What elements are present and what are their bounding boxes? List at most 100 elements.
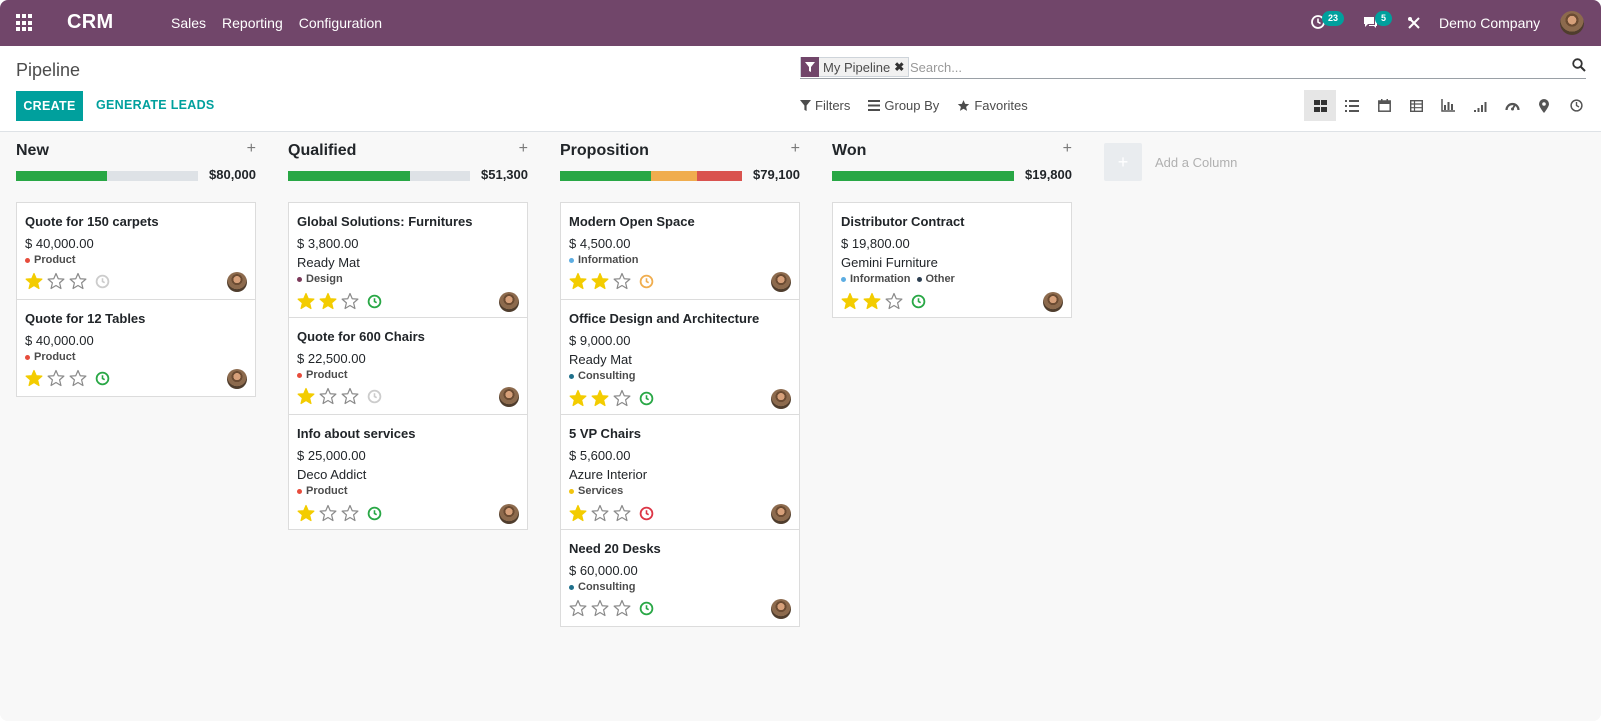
salesperson-avatar[interactable] bbox=[771, 504, 791, 524]
groupby-toggle[interactable]: Group By bbox=[868, 98, 939, 113]
star-filled-icon[interactable] bbox=[863, 292, 885, 310]
star-empty-icon[interactable] bbox=[47, 369, 69, 387]
map-view-icon[interactable] bbox=[1528, 90, 1560, 121]
activity-clock-icon[interactable] bbox=[93, 272, 111, 290]
star-filled-icon[interactable] bbox=[25, 369, 47, 387]
star-empty-icon[interactable] bbox=[885, 292, 907, 310]
star-filled-icon[interactable] bbox=[569, 272, 591, 290]
salesperson-avatar[interactable] bbox=[499, 504, 519, 524]
star-empty-icon[interactable] bbox=[341, 504, 363, 522]
star-filled-icon[interactable] bbox=[297, 504, 319, 522]
graph-view-icon[interactable] bbox=[1432, 90, 1464, 121]
lead-card[interactable]: 5 VP Chairs $ 5,600.00 Azure Interior Servi… bbox=[560, 414, 800, 530]
lead-card[interactable]: Distributor Contract $ 19,800.00 Gemini Fu… bbox=[832, 202, 1072, 318]
lead-card[interactable]: Info about services $ 25,000.00 Deco Addic… bbox=[288, 414, 528, 530]
star-empty-icon[interactable] bbox=[47, 272, 69, 290]
add-column-label[interactable]: Add a Column bbox=[1155, 154, 1238, 170]
activity-clock-icon[interactable] bbox=[365, 504, 383, 522]
search-input[interactable] bbox=[910, 57, 1550, 77]
star-filled-icon[interactable] bbox=[297, 292, 319, 310]
star-filled-icon[interactable] bbox=[591, 389, 613, 407]
dashboard-view-icon[interactable] bbox=[1496, 90, 1528, 121]
lead-card[interactable]: Global Solutions: Furnitures $ 3,800.00 Re… bbox=[288, 202, 528, 318]
salesperson-avatar[interactable] bbox=[227, 272, 247, 292]
column-progressbar[interactable] bbox=[288, 171, 470, 181]
favorites-toggle[interactable]: Favorites bbox=[957, 98, 1028, 113]
progress-segment[interactable] bbox=[560, 171, 651, 181]
activity-clock-icon[interactable] bbox=[637, 504, 655, 522]
activity-clock-icon[interactable] bbox=[637, 272, 655, 290]
activity-clock-icon[interactable] bbox=[93, 369, 111, 387]
star-filled-icon[interactable] bbox=[297, 387, 319, 405]
filters-toggle[interactable]: Filters bbox=[800, 98, 850, 113]
create-button[interactable]: CREATE bbox=[16, 91, 83, 121]
lead-card[interactable]: Need 20 Desks $ 60,000.00 Consulting bbox=[560, 529, 800, 627]
column-progressbar[interactable] bbox=[560, 171, 742, 181]
star-filled-icon[interactable] bbox=[841, 292, 863, 310]
cohort-view-icon[interactable] bbox=[1464, 90, 1496, 121]
lead-card[interactable]: Quote for 12 Tables $ 40,000.00 Product bbox=[16, 299, 256, 397]
pivot-view-icon[interactable] bbox=[1400, 90, 1432, 121]
user-avatar[interactable] bbox=[1560, 11, 1584, 35]
column-quick-create-icon[interactable]: + bbox=[790, 140, 800, 157]
column-progressbar[interactable] bbox=[832, 171, 1014, 181]
kanban-view-icon[interactable] bbox=[1304, 90, 1336, 121]
activity-menu[interactable]: 23 bbox=[1310, 11, 1345, 33]
add-column-plus-icon[interactable]: + bbox=[1104, 143, 1142, 181]
star-empty-icon[interactable] bbox=[319, 387, 341, 405]
activity-clock-icon[interactable] bbox=[637, 599, 655, 617]
star-empty-icon[interactable] bbox=[69, 369, 91, 387]
column-quick-create-icon[interactable]: + bbox=[518, 140, 528, 157]
facet-remove-icon[interactable]: ✖ bbox=[894, 60, 905, 74]
star-filled-icon[interactable] bbox=[591, 272, 613, 290]
column-title[interactable]: New bbox=[16, 142, 49, 159]
column-title[interactable]: Qualified bbox=[288, 142, 357, 159]
debug-tools-icon[interactable] bbox=[1407, 16, 1421, 33]
progress-segment[interactable] bbox=[832, 171, 1014, 181]
lead-card[interactable]: Quote for 150 carpets $ 40,000.00 Product bbox=[16, 202, 256, 300]
calendar-view-icon[interactable] bbox=[1368, 90, 1400, 121]
app-grid-icon[interactable] bbox=[16, 14, 34, 32]
salesperson-avatar[interactable] bbox=[771, 389, 791, 409]
star-filled-icon[interactable] bbox=[569, 504, 591, 522]
activity-view-icon[interactable] bbox=[1560, 90, 1592, 121]
company-switcher[interactable]: Demo Company bbox=[1439, 15, 1541, 31]
generate-leads-button[interactable]: GENERATE LEADS bbox=[96, 98, 215, 112]
progress-segment[interactable] bbox=[651, 171, 697, 181]
list-view-icon[interactable] bbox=[1336, 90, 1368, 121]
star-empty-icon[interactable] bbox=[613, 504, 635, 522]
star-empty-icon[interactable] bbox=[319, 504, 341, 522]
star-empty-icon[interactable] bbox=[569, 599, 591, 617]
add-column[interactable]: + Add a Column bbox=[1104, 143, 1237, 181]
menu-item-configuration[interactable]: Configuration bbox=[298, 15, 383, 31]
column-title[interactable]: Proposition bbox=[560, 142, 649, 159]
star-filled-icon[interactable] bbox=[25, 272, 47, 290]
menu-item-sales[interactable]: Sales bbox=[171, 15, 207, 31]
salesperson-avatar[interactable] bbox=[1043, 292, 1063, 312]
salesperson-avatar[interactable] bbox=[771, 272, 791, 292]
activity-clock-icon[interactable] bbox=[365, 387, 383, 405]
lead-card[interactable]: Quote for 600 Chairs $ 22,500.00 Product bbox=[288, 317, 528, 415]
lead-card[interactable]: Modern Open Space $ 4,500.00 Information bbox=[560, 202, 800, 300]
activity-clock-icon[interactable] bbox=[637, 389, 655, 407]
column-title[interactable]: Won bbox=[832, 142, 867, 159]
activity-clock-icon[interactable] bbox=[365, 292, 383, 310]
progress-segment[interactable] bbox=[696, 171, 742, 181]
star-empty-icon[interactable] bbox=[613, 599, 635, 617]
star-empty-icon[interactable] bbox=[591, 504, 613, 522]
star-empty-icon[interactable] bbox=[69, 272, 91, 290]
salesperson-avatar[interactable] bbox=[771, 599, 791, 619]
salesperson-avatar[interactable] bbox=[499, 292, 519, 312]
star-empty-icon[interactable] bbox=[613, 389, 635, 407]
menu-item-reporting[interactable]: Reporting bbox=[222, 15, 283, 31]
messaging-menu[interactable]: 5 bbox=[1362, 11, 1393, 33]
star-empty-icon[interactable] bbox=[591, 599, 613, 617]
salesperson-avatar[interactable] bbox=[499, 387, 519, 407]
activity-clock-icon[interactable] bbox=[909, 292, 927, 310]
column-quick-create-icon[interactable]: + bbox=[246, 140, 256, 157]
star-filled-icon[interactable] bbox=[569, 389, 591, 407]
star-empty-icon[interactable] bbox=[341, 387, 363, 405]
lead-card[interactable]: Office Design and Architecture $ 9,000.00… bbox=[560, 299, 800, 415]
column-quick-create-icon[interactable]: + bbox=[1062, 140, 1072, 157]
salesperson-avatar[interactable] bbox=[227, 369, 247, 389]
